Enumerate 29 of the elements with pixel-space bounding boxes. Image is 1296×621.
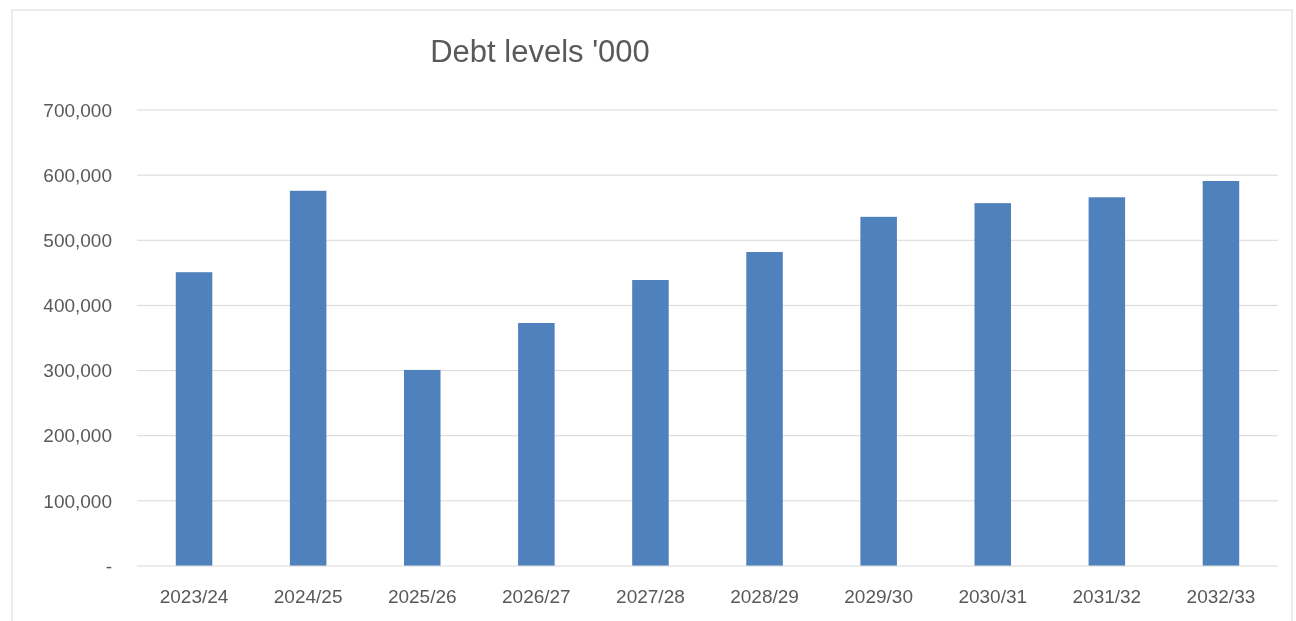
y-tick-label: 100,000 xyxy=(43,490,112,512)
bar xyxy=(289,190,327,566)
y-tick-label: 700,000 xyxy=(43,99,112,121)
bar xyxy=(632,280,669,566)
y-tick-label: 300,000 xyxy=(43,360,112,382)
y-tick-label: 600,000 xyxy=(43,164,112,186)
y-tick-label: - xyxy=(105,555,112,577)
chart-title: Debt levels '000 xyxy=(430,34,650,69)
x-tick-label: 2031/32 xyxy=(1072,586,1142,607)
y-tick-label: 500,000 xyxy=(43,229,112,251)
x-tick-label: 2029/30 xyxy=(844,586,913,607)
bar xyxy=(1202,181,1240,566)
bar xyxy=(518,323,555,566)
bar xyxy=(1088,197,1126,566)
x-tick-label: 2023/24 xyxy=(159,586,229,607)
x-tick-label: 2032/33 xyxy=(1186,586,1256,607)
bar xyxy=(403,369,441,566)
x-tick-label: 2024/25 xyxy=(273,586,343,607)
x-tick-label: 2028/29 xyxy=(730,586,799,607)
x-tick-label: 2030/31 xyxy=(958,586,1028,607)
x-tick-label: 2027/28 xyxy=(616,586,685,607)
bar xyxy=(175,272,213,566)
bar xyxy=(974,203,1012,566)
x-tick-label: 2026/27 xyxy=(502,586,571,607)
bar xyxy=(860,216,897,566)
bar xyxy=(746,252,783,566)
x-tick-label: 2025/26 xyxy=(387,586,457,607)
y-tick-label: 400,000 xyxy=(43,295,112,317)
y-tick-label: 200,000 xyxy=(43,425,112,447)
